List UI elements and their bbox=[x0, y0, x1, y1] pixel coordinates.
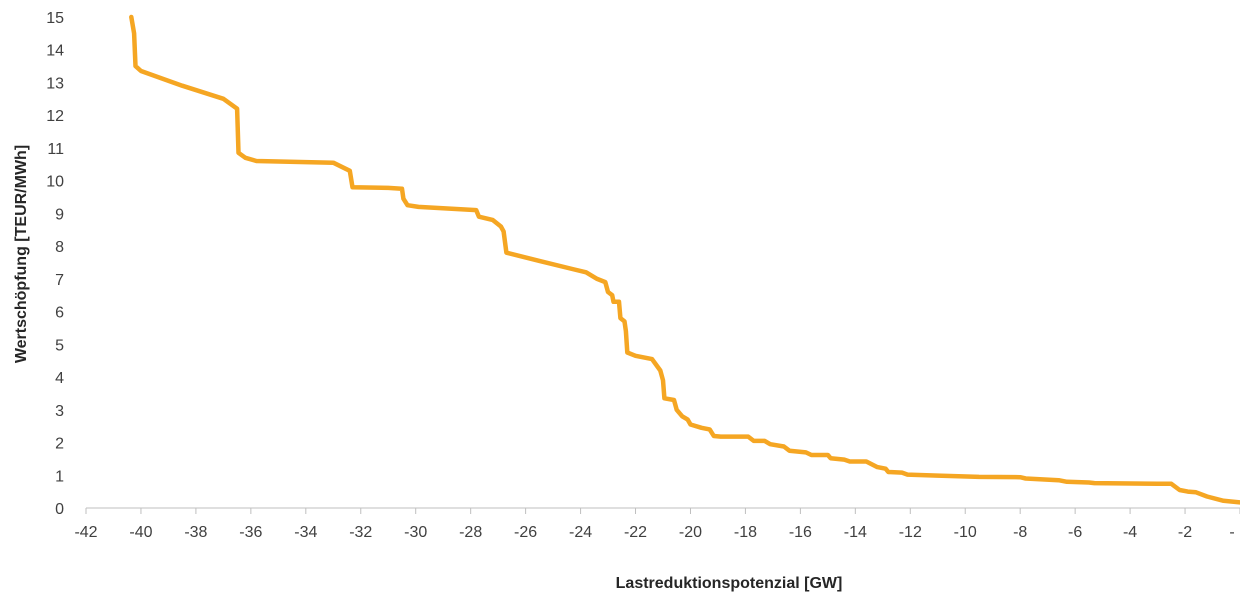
y-tick-label: 1 bbox=[55, 468, 64, 485]
y-tick-label: 11 bbox=[47, 141, 64, 158]
x-axis-ticks: -42 -40 -38 -36 -34 -32 -30 -28 -26 -24 -22 -20 -18 -… bbox=[74, 508, 1240, 541]
x-tick-label: -14 bbox=[844, 524, 867, 541]
y-axis-title: Wertschöpfung [TEUR/MWh] bbox=[13, 145, 30, 363]
x-tick-label: -24 bbox=[569, 524, 592, 541]
y-tick-label: 0 bbox=[55, 501, 64, 518]
y-tick-label: 9 bbox=[55, 206, 64, 223]
y-tick-label: 10 bbox=[46, 174, 64, 191]
x-tick-label: -34 bbox=[294, 524, 317, 541]
y-tick-label: 6 bbox=[55, 305, 64, 322]
x-tick-label: -20 bbox=[679, 524, 702, 541]
x-tick-label: -32 bbox=[349, 524, 372, 541]
x-tick-label: -18 bbox=[734, 524, 757, 541]
x-tick-label: -16 bbox=[789, 524, 812, 541]
y-tick-label: 7 bbox=[55, 272, 64, 289]
x-tick-label: -2 bbox=[1178, 524, 1192, 541]
x-tick-label: -36 bbox=[239, 524, 262, 541]
y-tick-label: 2 bbox=[55, 436, 64, 453]
x-tick-label: -12 bbox=[899, 524, 922, 541]
series-line bbox=[129, 14, 1240, 505]
x-tick-label: -38 bbox=[184, 524, 207, 541]
y-tick-label: 8 bbox=[55, 239, 64, 256]
y-tick-label: 4 bbox=[55, 370, 64, 387]
y-tick-label: 12 bbox=[46, 108, 64, 125]
x-tick-label: -6 bbox=[1068, 524, 1082, 541]
x-tick-label: -10 bbox=[954, 524, 977, 541]
y-tick-label: 15 bbox=[46, 10, 64, 27]
y-tick-label: 5 bbox=[55, 337, 64, 354]
x-tick-label: - bbox=[1229, 524, 1234, 541]
x-tick-label: -40 bbox=[129, 524, 152, 541]
y-tick-label: 3 bbox=[55, 403, 64, 420]
x-tick-label: -42 bbox=[74, 524, 97, 541]
y-tick-label: 14 bbox=[46, 43, 64, 60]
x-tick-label: -28 bbox=[459, 524, 482, 541]
x-tick-label: -26 bbox=[514, 524, 537, 541]
x-tick-label: -30 bbox=[404, 524, 427, 541]
y-tick-label: 13 bbox=[46, 75, 64, 92]
x-tick-label: -4 bbox=[1123, 524, 1137, 541]
x-axis-title: Lastreduktionspotenzial [GW] bbox=[616, 575, 843, 592]
x-tick-label: -8 bbox=[1013, 524, 1027, 541]
x-tick-label: -22 bbox=[624, 524, 647, 541]
